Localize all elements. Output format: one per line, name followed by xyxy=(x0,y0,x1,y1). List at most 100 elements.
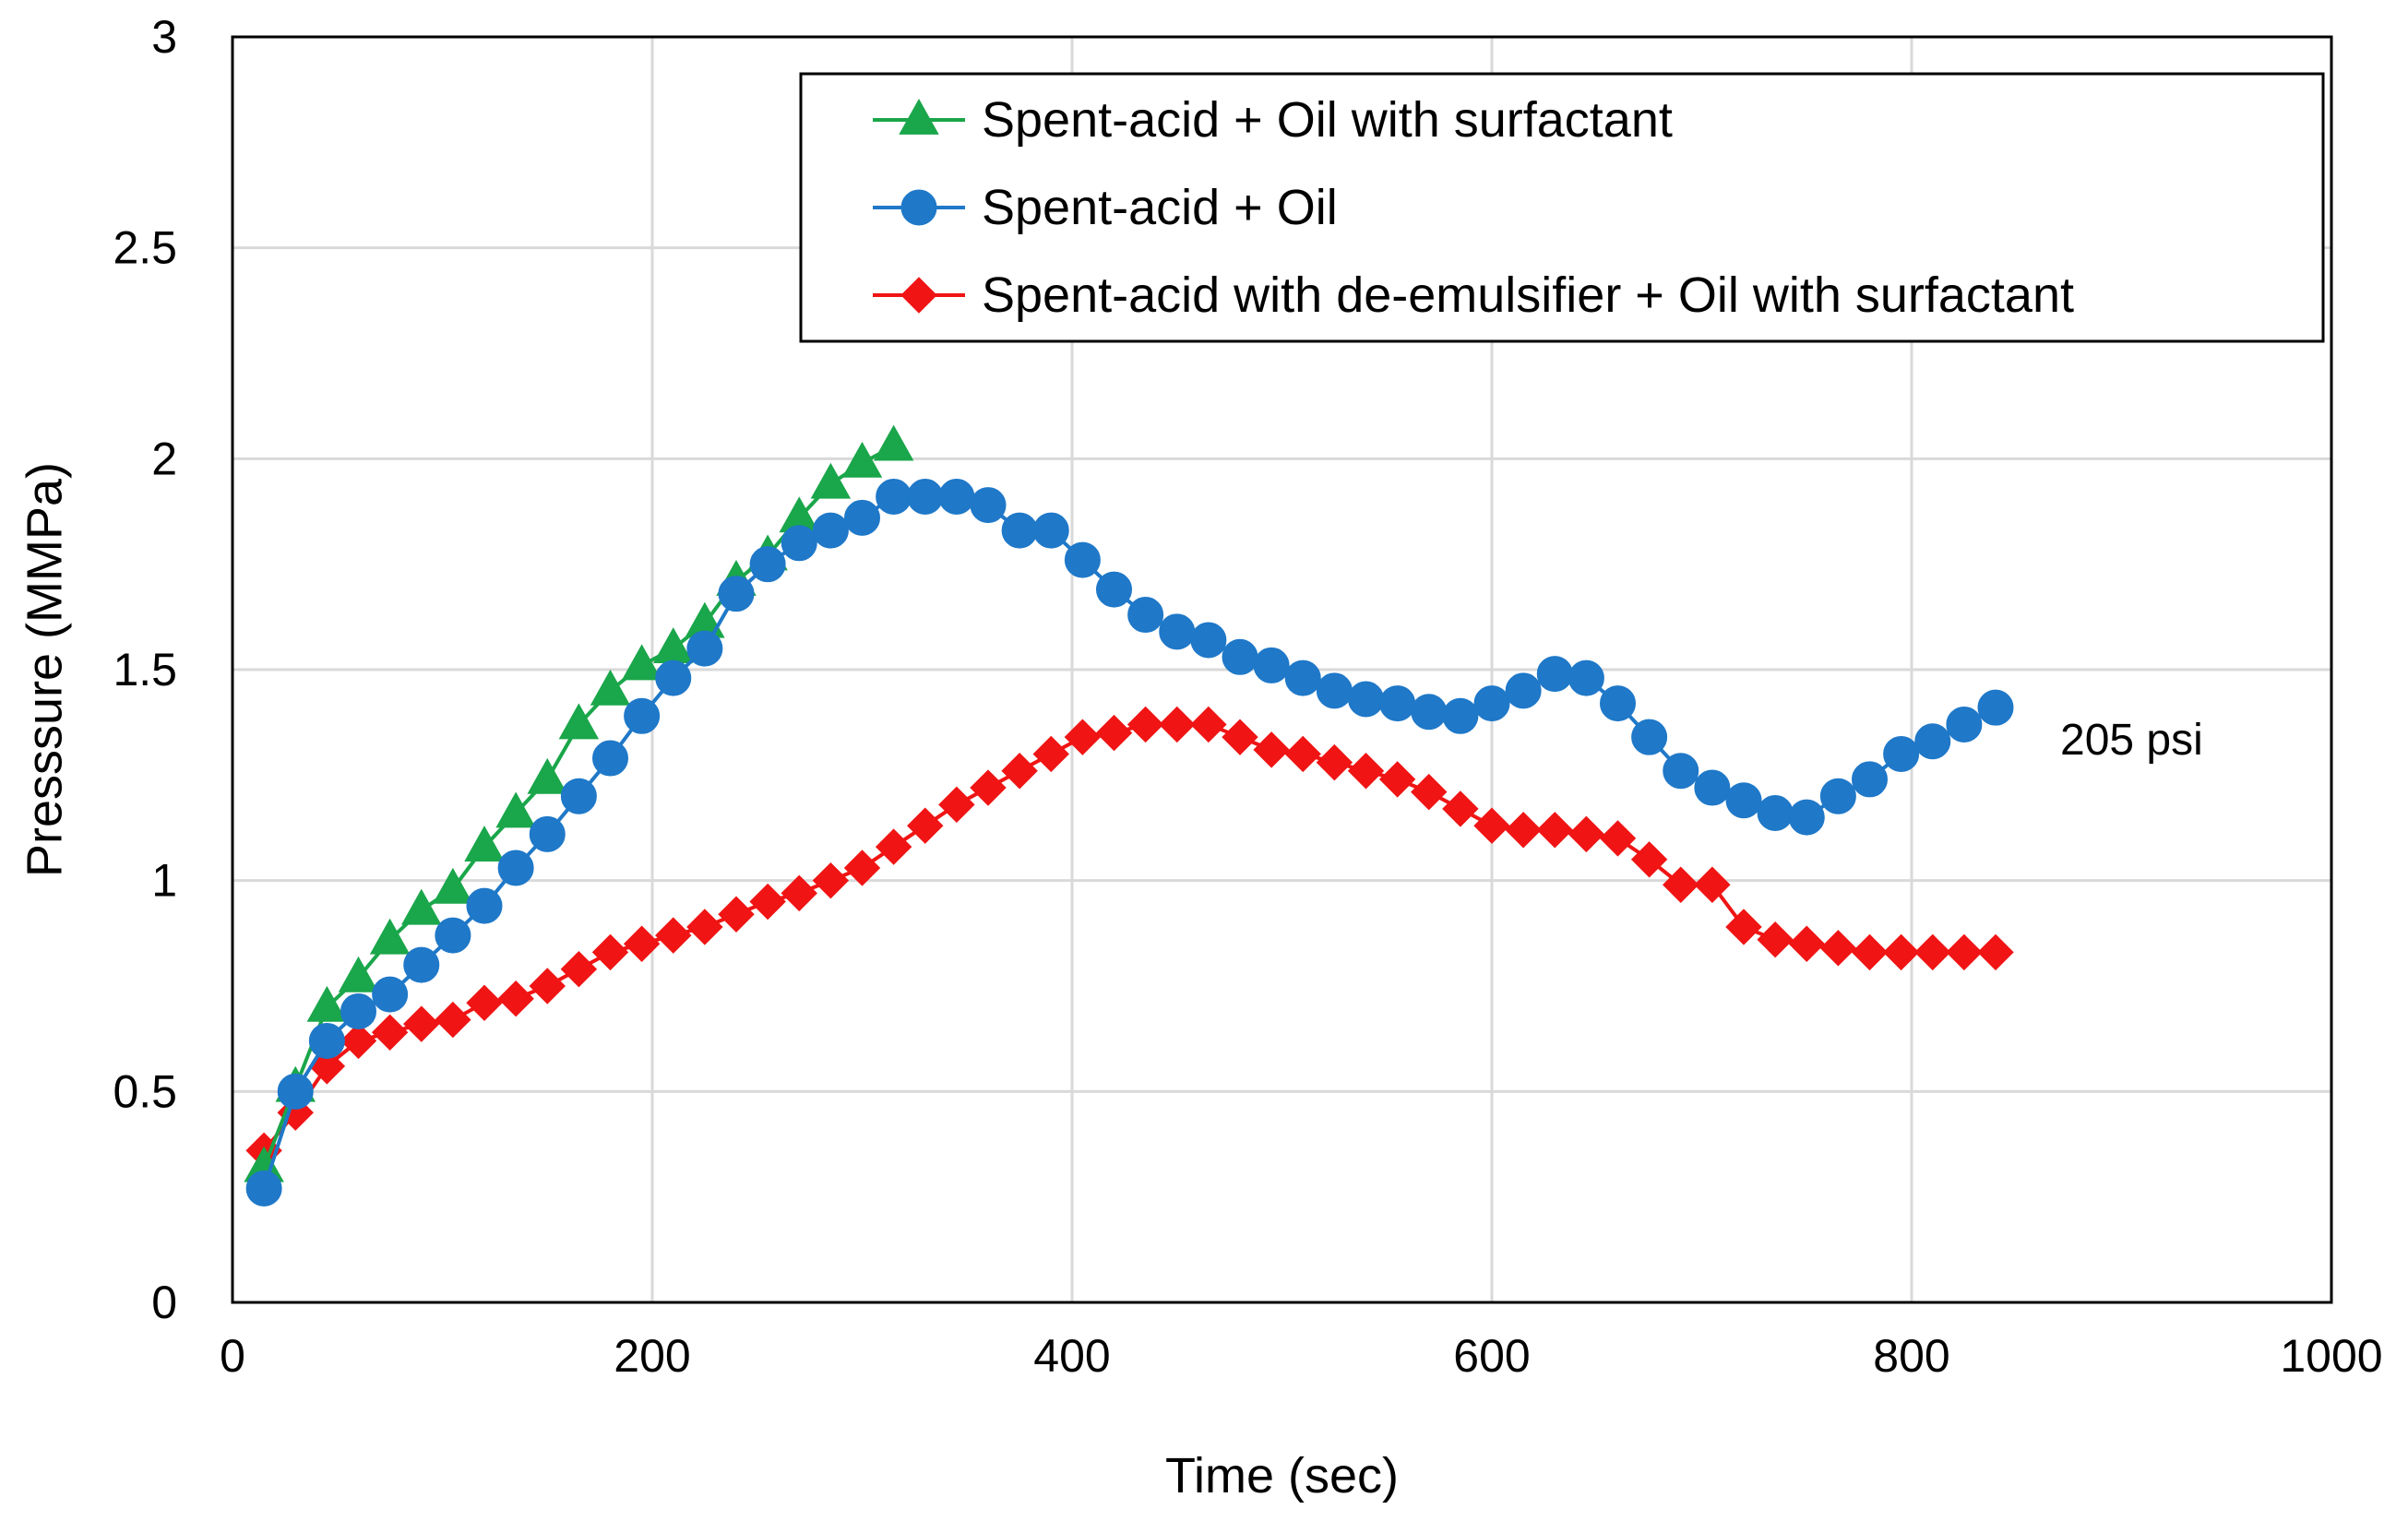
data-point-diamond xyxy=(1347,753,1385,790)
data-point-circle xyxy=(340,992,376,1029)
data-point-triangle xyxy=(621,644,662,681)
data-point-circle xyxy=(1222,638,1258,675)
x-tick-label: 0 xyxy=(220,1330,245,1382)
data-point-circle xyxy=(1568,659,1604,696)
x-tick-label: 200 xyxy=(614,1330,690,1382)
data-point-triangle xyxy=(495,791,536,828)
data-point-circle xyxy=(938,478,975,515)
data-point-circle xyxy=(718,576,755,612)
data-point-diamond xyxy=(718,896,755,933)
data-point-triangle xyxy=(873,424,914,461)
y-tick-label: 0 xyxy=(151,1277,177,1328)
data-point-diamond xyxy=(1284,735,1321,773)
data-point-circle xyxy=(624,697,661,734)
series-circle xyxy=(245,478,2014,1207)
y-tick-label: 3 xyxy=(151,11,177,63)
data-point-circle xyxy=(1442,697,1479,734)
legend-label: Spent-acid + Oil xyxy=(982,180,1338,235)
data-point-diamond xyxy=(781,874,817,912)
series-layer xyxy=(244,424,2014,1207)
x-axis-title: Time (sec) xyxy=(1165,1448,1399,1503)
legend: Spent-acid + Oil with surfactant Spent-ac… xyxy=(799,72,2325,343)
tick-labels: 0 200 400 600 800 1000 0 0.5 1 1.5 2 2.5 3 xyxy=(113,11,2382,1382)
y-tick-label: 1.5 xyxy=(113,644,177,695)
legend-label: Spent-acid with de-emulsifier + Oil with… xyxy=(982,267,2074,323)
data-point-diamond xyxy=(843,850,881,886)
data-point-circle xyxy=(529,815,566,852)
data-point-circle xyxy=(1819,778,1856,814)
data-point-circle xyxy=(1001,512,1038,549)
data-point-circle xyxy=(1316,672,1353,709)
data-point-diamond xyxy=(1127,706,1164,743)
data-point-circle xyxy=(686,630,723,667)
data-point-circle xyxy=(876,478,912,515)
data-point-diamond xyxy=(970,769,1007,806)
data-point-diamond xyxy=(435,1001,471,1039)
data-point-circle xyxy=(1914,723,1951,760)
data-point-circle xyxy=(1127,597,1164,634)
data-point-diamond xyxy=(1851,933,1889,971)
data-point-circle xyxy=(277,1073,314,1110)
data-point-diamond xyxy=(1536,812,1573,849)
plot-area xyxy=(231,35,2333,1304)
data-point-circle xyxy=(907,478,944,515)
data-point-circle xyxy=(1883,735,1920,772)
data-point-circle xyxy=(1253,647,1290,683)
data-point-diamond xyxy=(1222,719,1258,755)
data-point-circle xyxy=(1946,706,1983,743)
data-point-diamond xyxy=(1788,925,1825,962)
data-point-diamond xyxy=(907,807,944,844)
x-tick-label: 600 xyxy=(1453,1330,1530,1382)
data-point-diamond xyxy=(1411,773,1448,811)
data-point-circle xyxy=(1631,719,1668,755)
data-point-circle xyxy=(1852,761,1888,798)
data-point-circle xyxy=(844,499,880,536)
legend-item: Spent-acid with de-emulsifier + Oil with… xyxy=(873,267,2074,323)
data-point-circle xyxy=(1663,753,1699,790)
data-point-diamond xyxy=(1442,790,1479,827)
legend-marker-circle xyxy=(900,189,937,226)
data-point-diamond xyxy=(938,786,975,824)
data-point-circle xyxy=(1725,782,1762,819)
data-point-diamond xyxy=(1694,866,1731,903)
data-point-diamond xyxy=(1473,807,1510,844)
legend-label: Spent-acid + Oil with surfactant xyxy=(982,92,1673,148)
data-point-circle xyxy=(466,887,503,924)
data-point-diamond xyxy=(1316,743,1353,781)
data-point-circle xyxy=(560,778,597,814)
data-point-triangle xyxy=(306,985,348,1022)
data-point-triangle xyxy=(590,669,631,706)
data-point-circle xyxy=(1411,694,1448,731)
data-point-diamond xyxy=(1190,706,1227,743)
data-point-diamond xyxy=(403,1005,440,1042)
data-point-circle xyxy=(1064,541,1101,578)
data-point-circle xyxy=(435,917,471,954)
data-point-triangle xyxy=(464,826,505,862)
data-point-diamond xyxy=(1568,815,1605,853)
data-point-circle xyxy=(1032,512,1069,549)
data-point-diamond xyxy=(1757,921,1794,958)
data-point-triangle xyxy=(558,703,600,740)
data-point-circle xyxy=(372,976,409,1013)
data-point-circle xyxy=(1757,794,1794,831)
data-point-circle xyxy=(1379,685,1416,722)
data-point-circle xyxy=(1977,689,2014,726)
data-point-diamond xyxy=(1159,706,1196,743)
legend-item: Spent-acid + Oil xyxy=(873,180,1338,235)
data-point-diamond xyxy=(466,984,503,1022)
y-tick-label: 2 xyxy=(151,433,177,484)
data-point-diamond xyxy=(686,909,723,945)
data-point-diamond xyxy=(1663,866,1699,903)
data-point-circle xyxy=(308,1022,345,1059)
data-point-triangle xyxy=(841,441,883,478)
data-point-triangle xyxy=(433,867,473,904)
data-point-diamond xyxy=(1001,753,1038,790)
data-point-circle xyxy=(1600,685,1636,722)
data-point-circle xyxy=(812,512,849,549)
data-point-circle xyxy=(970,487,1007,524)
series-diamond xyxy=(245,706,2014,1170)
legend-items: Spent-acid + Oil with surfactant Spent-ac… xyxy=(873,92,2074,323)
data-point-circle xyxy=(1190,622,1227,659)
data-point-circle xyxy=(655,659,692,696)
data-point-diamond xyxy=(1599,820,1637,857)
